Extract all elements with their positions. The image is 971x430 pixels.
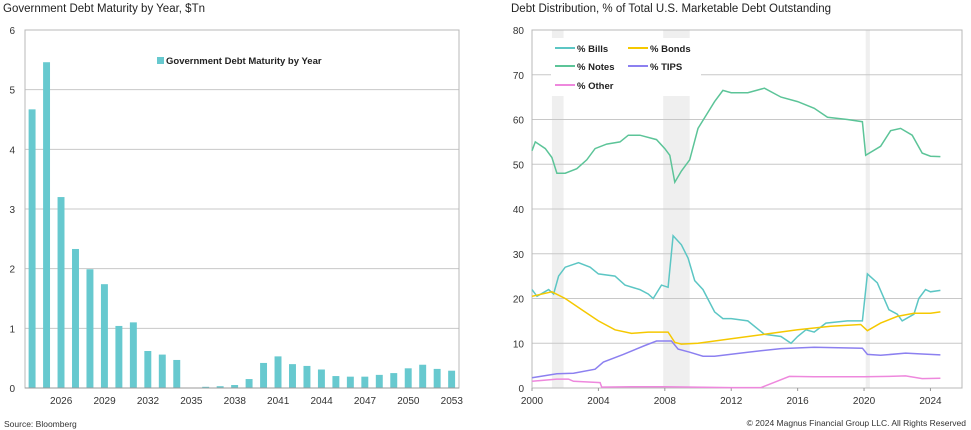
x-tick-label: 2041 [267, 396, 290, 407]
bar-2049 [390, 373, 398, 388]
x-tick-label: 2047 [354, 396, 377, 407]
bar-2047 [361, 376, 369, 388]
legend-swatch [157, 57, 164, 64]
bar-2036 [202, 386, 210, 388]
y-tick-label: 2 [9, 265, 15, 276]
bar-2041 [274, 356, 282, 388]
series-line-notes [531, 87, 941, 185]
bar-2043 [303, 365, 311, 388]
bar-2042 [289, 364, 296, 388]
bar-2051 [419, 364, 427, 388]
legend-label: % Bills [577, 44, 608, 55]
x-tick-label: 2000 [521, 396, 544, 407]
x-tick-label: 2020 [853, 396, 876, 407]
legend-box [551, 38, 701, 96]
y-tick-label: 5 [9, 86, 15, 97]
bar-2053 [448, 370, 456, 388]
x-tick-label: 2032 [137, 396, 160, 407]
bar-2048 [375, 374, 383, 388]
bar-2028 [86, 269, 94, 388]
legend-label: % Notes [577, 62, 614, 73]
x-tick-label: 2029 [93, 396, 116, 407]
y-tick-label: 80 [513, 26, 525, 37]
bar-2031 [129, 322, 137, 388]
y-tick-label: 40 [513, 205, 525, 216]
x-tick-label: 2026 [50, 396, 73, 407]
bar-2025 [43, 62, 51, 388]
legend-label: Government Debt Maturity by Year [166, 56, 322, 67]
bar-2024 [28, 109, 36, 389]
bar-2029 [100, 284, 108, 388]
series-line-bills [531, 234, 941, 345]
y-tick-label: 50 [513, 160, 525, 171]
x-tick-label: 2008 [654, 396, 677, 407]
bar-2046 [346, 376, 354, 388]
bar-2026 [57, 197, 65, 388]
bar-2050 [404, 368, 412, 388]
bar-2032 [144, 351, 152, 388]
y-tick-label: 3 [9, 205, 15, 216]
series-line-tips [531, 340, 941, 379]
y-tick-label: 0 [9, 384, 15, 395]
right-chart-title: Debt Distribution, % of Total U.S. Marke… [511, 3, 832, 15]
bar-2030 [115, 325, 123, 388]
x-tick-label: 2050 [397, 396, 420, 407]
x-tick-label: 2016 [787, 396, 810, 407]
y-tick-label: 30 [513, 250, 525, 261]
x-tick-label: 2044 [310, 396, 333, 407]
bar-2040 [260, 362, 268, 388]
bar-2039 [245, 379, 253, 388]
bar-2034 [173, 359, 181, 388]
series-line-other [531, 375, 941, 389]
y-tick-label: 4 [9, 145, 15, 156]
y-tick-label: 20 [513, 295, 525, 306]
bar-2033 [158, 354, 166, 388]
bar-2045 [332, 376, 340, 388]
bar-2027 [72, 248, 79, 388]
y-tick-label: 1 [9, 324, 15, 335]
x-tick-label: 2035 [180, 396, 203, 407]
y-tick-label: 60 [513, 116, 525, 127]
x-tick-label: 2012 [720, 396, 743, 407]
bar-2037 [216, 386, 224, 388]
x-tick-label: 2024 [919, 396, 942, 407]
bar-2044 [317, 369, 325, 388]
copyright-note: © 2024 Magnus Financial Group LLC. All R… [746, 418, 966, 428]
x-tick-label: 2053 [441, 396, 464, 407]
source-note: Source: Bloomberg [4, 419, 77, 429]
y-tick-label: 6 [9, 26, 15, 37]
bar-2052 [433, 368, 441, 388]
y-tick-label: 0 [518, 384, 524, 395]
bar-2038 [231, 385, 239, 388]
series-line-bonds [531, 291, 941, 345]
x-tick-label: 2038 [224, 396, 247, 407]
x-tick-label: 2004 [587, 396, 610, 407]
y-tick-label: 70 [513, 71, 525, 82]
legend-label: % Bonds [650, 44, 691, 55]
legend-label: % TIPS [650, 62, 682, 73]
y-tick-label: 10 [513, 339, 525, 350]
legend-label: % Other [577, 81, 614, 92]
left-chart-title: Government Debt Maturity by Year, $Tn [3, 3, 205, 15]
